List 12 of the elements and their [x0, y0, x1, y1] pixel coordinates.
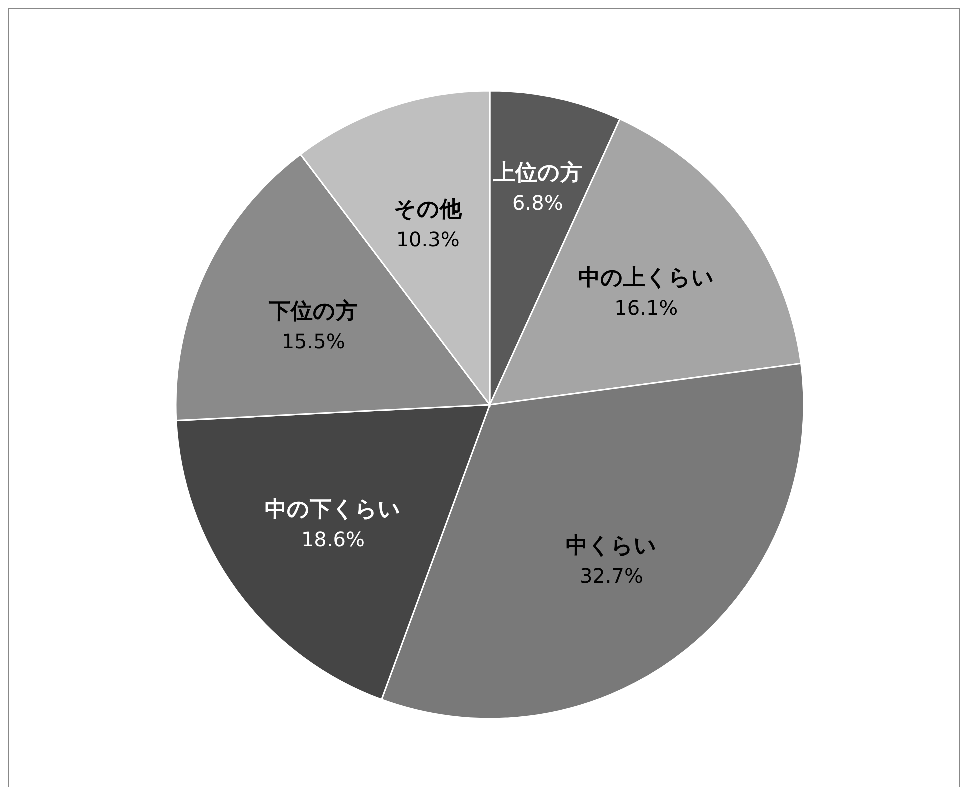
slice-label: 中の上くらい — [578, 266, 714, 292]
data-label: 16.1% — [614, 296, 678, 320]
slice-label: 上位の方 — [492, 160, 582, 186]
data-label: 32.7% — [580, 564, 644, 588]
data-label: 10.3% — [396, 227, 460, 252]
slice-label: 中の下くらい — [265, 497, 402, 522]
data-label: 18.6% — [301, 527, 365, 552]
slice-label: 下位の方 — [268, 298, 358, 325]
slice-label: その他 — [394, 197, 464, 222]
data-label: 6.8% — [512, 191, 564, 216]
data-label: 15.5% — [282, 330, 346, 354]
slice-label: 中くらい — [566, 534, 658, 559]
